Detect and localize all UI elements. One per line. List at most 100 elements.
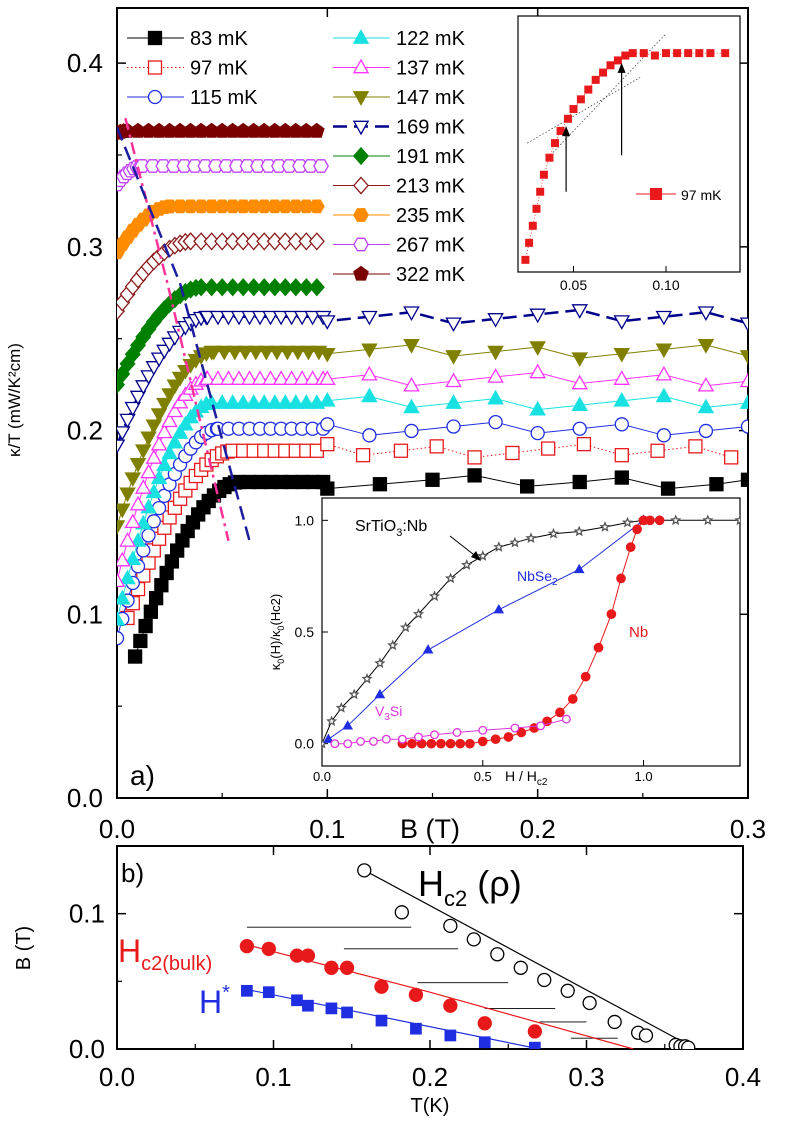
a-data-point (655, 343, 673, 359)
inset-bottom-frame (321, 497, 741, 767)
inset-bottom-data-point (567, 694, 578, 704)
a-data-point (176, 159, 193, 173)
a-x-tick-label: 0.1 (309, 814, 345, 844)
inset-bottom-data-point (580, 671, 591, 682)
a-data-point (487, 345, 504, 361)
a-data-point (245, 278, 262, 297)
a-data-point (541, 441, 556, 456)
panel-a: 0.0 0.1 0.2 0.3 0.4 0.0 0.1 0.2 0.3 83 mK 97 mK 1… (5, 7, 766, 844)
a-series-267-mK (117, 159, 329, 192)
a-data-point (266, 394, 284, 409)
a-data-point (177, 415, 194, 431)
a-data-point (308, 278, 325, 297)
inset-top-data-point (621, 51, 630, 60)
b-data-point (261, 941, 276, 957)
inset-bottom-data-point (503, 732, 514, 742)
inset-bottom-x-tick-label: 0.0 (313, 769, 331, 784)
a-data-point (739, 394, 748, 409)
inset-bottom-data-point (374, 657, 386, 669)
panel-a-label: a) (130, 760, 155, 791)
a-data-point (119, 569, 136, 585)
b-data-point (490, 947, 505, 962)
inset-top-data-point (556, 126, 565, 135)
a-data-point (425, 472, 440, 487)
b-data-point (324, 960, 339, 975)
panel-a-y-axis-label: κ/T (mW/K²cm) (5, 343, 24, 457)
a-data-point (235, 232, 252, 251)
inset-bottom-data-point (387, 639, 399, 651)
a-data-point (319, 370, 336, 385)
a-data-point (403, 339, 420, 354)
a-data-point (166, 402, 184, 418)
a-data-point (300, 345, 317, 361)
a-data-point (697, 306, 715, 322)
legend-label: 115 mK (190, 87, 258, 109)
a-data-point (688, 439, 703, 454)
b-data-point (638, 1028, 654, 1043)
inset-top-data-point (539, 170, 548, 179)
inset-bottom-data-point (509, 536, 521, 548)
a-data-point (613, 315, 631, 330)
a-data-point (224, 199, 241, 214)
inset-bottom-data-point (422, 644, 434, 654)
a-data-point (245, 232, 262, 251)
a-data-point (156, 397, 173, 413)
a-data-point (293, 370, 311, 385)
legend-marker (352, 29, 370, 44)
a-x-tick-label: 0.0 (99, 814, 135, 844)
inset-top-series: 0.05 0.10 (521, 33, 730, 293)
legend-marker (353, 208, 369, 222)
b-data-point (537, 972, 552, 988)
inset-bottom-y-axis-label: κ0(H)/κ0(Hc2) (268, 594, 286, 670)
a-series-line (117, 395, 748, 620)
a-data-point (129, 457, 147, 473)
a-data-point (258, 345, 275, 361)
a-data-point (287, 394, 305, 409)
label-hstar: H* (199, 982, 230, 1020)
inset-bottom-data-point (465, 738, 475, 749)
b-data-point (341, 1006, 353, 1019)
a-data-point (247, 345, 265, 361)
a-data-point (283, 310, 300, 326)
b-series-Hc2-bulk- (239, 938, 634, 1049)
inset-top-data-point (628, 49, 637, 58)
a-data-point (571, 374, 589, 390)
inset-bottom-data-point (561, 714, 571, 724)
a-data-point (739, 372, 748, 388)
inset-top-data-point (650, 51, 659, 60)
legend-label: 267 mK (396, 235, 466, 257)
a-data-point (119, 532, 136, 547)
b-data-point (394, 905, 409, 920)
a-series-line (117, 308, 748, 446)
a-data-point (487, 368, 504, 383)
a-data-point (161, 199, 178, 214)
inset-bottom-data-point (493, 603, 505, 614)
a-x-tick-label: 0.3 (730, 814, 766, 844)
a-data-point (266, 199, 283, 214)
a-data-point (156, 456, 173, 472)
a-data-point (182, 232, 199, 251)
panel-b-series (239, 863, 697, 1049)
b-data-point (681, 1040, 696, 1049)
a-data-point (403, 306, 420, 322)
a-series-191-mK (117, 278, 325, 394)
a-data-point (697, 376, 715, 392)
a-data-point (245, 394, 263, 409)
a-data-point (445, 350, 462, 365)
inset-bottom-data-point (599, 521, 611, 532)
inset-bottom-x-axis-label: H / Hc2 (505, 768, 548, 788)
a-data-point (266, 278, 283, 297)
a-data-point (124, 550, 142, 565)
b-data-point (443, 998, 458, 1013)
a-data-point (650, 443, 665, 458)
b-data-point (513, 960, 528, 975)
a-data-point (215, 345, 233, 361)
a-data-point (319, 391, 336, 407)
a-series-83-mK (127, 468, 748, 664)
a-data-point (283, 370, 300, 385)
inset-bottom-series (322, 514, 740, 749)
b-series-H* (241, 984, 541, 1049)
a-series-137-mK (117, 363, 748, 588)
inset-bottom-data-point (381, 734, 391, 744)
